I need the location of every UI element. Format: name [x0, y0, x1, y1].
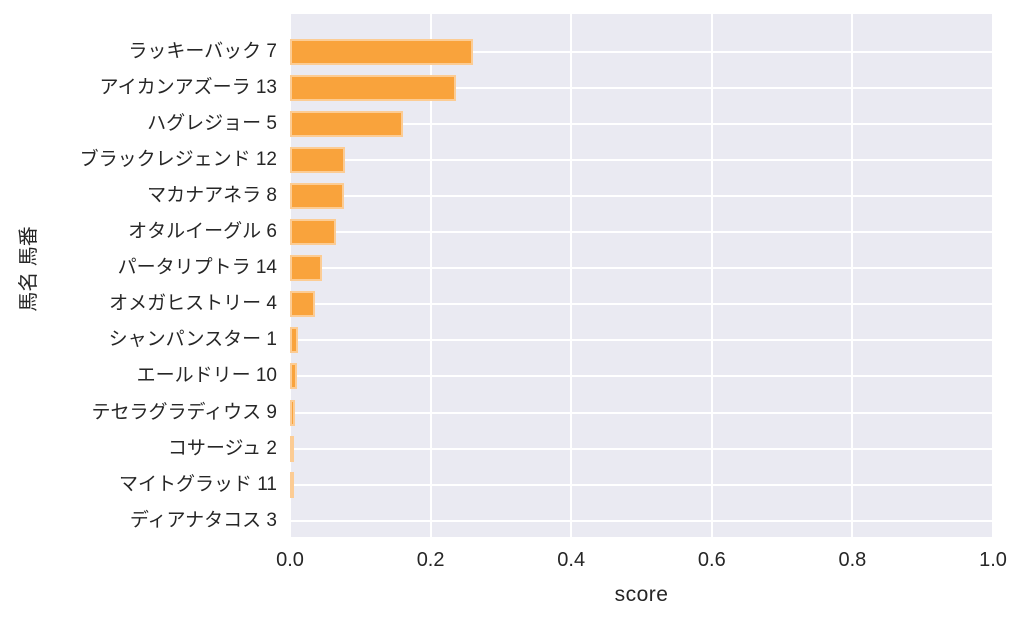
gridline-h: [290, 122, 993, 125]
gridline-h: [290, 267, 993, 270]
bar: [290, 38, 473, 65]
gridline-h: [290, 375, 993, 378]
x-tick-label: 0.6: [697, 549, 726, 571]
bar: [290, 471, 294, 498]
gridline-v-0.4: [570, 14, 573, 537]
category-label: オメガヒストリー 4: [109, 293, 277, 315]
category-label: ラッキーバック 7: [128, 40, 277, 62]
category-label: テセラグラディウス 9: [91, 401, 277, 423]
bar: [290, 363, 298, 390]
bar: [290, 219, 337, 245]
gridline-v-0.2: [429, 14, 432, 537]
gridline-h: [290, 231, 993, 233]
category-label: シャンパンスター 1: [108, 329, 277, 351]
x-tick-label: 0.8: [838, 549, 867, 571]
x-axis-label: score: [614, 583, 669, 606]
bar: [290, 110, 404, 137]
bar: [290, 146, 345, 173]
x-tick-label: 0.4: [557, 549, 586, 571]
bar: [290, 182, 345, 209]
category-label: コサージュ 2: [167, 437, 277, 459]
gridline-v-1.0: [992, 14, 994, 537]
bar: [290, 435, 295, 462]
x-tick-label: 0.2: [416, 549, 445, 571]
category-label: アイカンアズーラ 13: [99, 76, 277, 98]
gridline-h: [290, 339, 993, 342]
bar: [290, 291, 315, 318]
gridline-h: [290, 411, 993, 414]
category-label: オタルイーグル 6: [128, 221, 277, 242]
bar: [290, 255, 322, 282]
category-label: マカナアネラ 8: [147, 184, 277, 206]
gridline-v-0.6: [710, 14, 713, 537]
gridline-h: [290, 194, 993, 197]
category-label: マイトグラッド 11: [118, 473, 277, 495]
gridline-h: [290, 447, 993, 450]
x-tick-label: 1.0: [979, 549, 1007, 571]
category-label: パータリプトラ 14: [117, 257, 277, 279]
category-label: ハグレジョー 5: [147, 112, 277, 134]
gridline-h: [290, 483, 993, 486]
category-label: ブラックレジェンド 12: [79, 148, 277, 170]
gridline-h: [290, 519, 993, 522]
category-label: ディアナタコス 3: [129, 509, 277, 531]
bar: [290, 327, 299, 354]
plot-area: [289, 14, 994, 537]
bar: [290, 74, 456, 101]
gridline-h: [290, 50, 993, 53]
category-label: エールドリー 10: [136, 365, 277, 387]
gridline-h: [290, 303, 993, 306]
gridline-h: [290, 86, 993, 89]
gridline-v-0.8: [851, 14, 854, 537]
x-tick-label: 0.0: [276, 549, 304, 571]
bar: [290, 399, 295, 426]
gridline-h: [290, 158, 993, 161]
